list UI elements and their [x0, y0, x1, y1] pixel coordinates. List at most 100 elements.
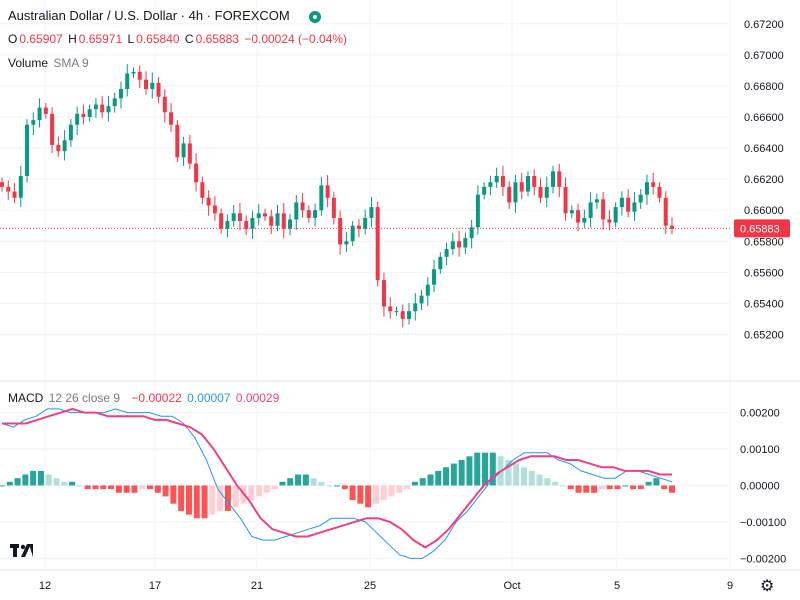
candle: [363, 209, 368, 235]
candle: [62, 130, 67, 161]
candle-body: [576, 210, 581, 223]
candle-body: [37, 107, 42, 121]
candle-body: [356, 225, 361, 229]
candle-body: [175, 124, 180, 158]
macd-hist-bar: [357, 485, 364, 504]
candle-body: [181, 143, 186, 158]
candle-body: [432, 269, 437, 285]
candle-body: [206, 197, 211, 206]
macd-hist-bar: [334, 485, 340, 487]
candle-body: [281, 213, 286, 229]
high-value: 0.65971: [78, 32, 123, 46]
candle: [551, 165, 556, 194]
candle: [450, 232, 455, 255]
candle: [300, 193, 305, 218]
low-value: 0.65840: [136, 32, 180, 46]
candle-body: [613, 207, 618, 223]
candle-body: [169, 112, 174, 125]
price-tick-label: 0.66200: [744, 174, 784, 186]
macd-hist-bar: [162, 485, 169, 497]
candle: [557, 163, 562, 198]
candle-body: [162, 96, 167, 113]
candle-body: [525, 176, 530, 192]
macd-tick-label: −0.00200: [740, 553, 786, 565]
macd-hist-bar: [318, 481, 325, 486]
candle-body: [400, 311, 405, 319]
candle: [106, 95, 111, 122]
candle-body: [425, 284, 430, 296]
macd-hist-bar: [115, 485, 122, 493]
macd-hist-bar: [661, 485, 668, 490]
macd-tick-label: −0.00100: [740, 517, 786, 529]
macd-hist-bar: [474, 452, 481, 486]
time-tick-label: 21: [251, 580, 263, 592]
macd-hist-bar: [482, 452, 489, 486]
candle-body: [551, 171, 556, 187]
candle: [644, 174, 649, 205]
candle: [194, 153, 199, 192]
candle: [269, 209, 274, 235]
candle-body: [482, 186, 487, 195]
price-tick-label: 0.65600: [744, 267, 784, 279]
macd-tick-label: 0.00200: [740, 408, 780, 420]
macd-hist-bar: [123, 485, 130, 493]
settings-gear-icon[interactable]: ⚙: [760, 578, 775, 595]
volume-legend[interactable]: Volume SMA 9: [8, 56, 91, 70]
macd-hist-bar: [404, 485, 411, 490]
time-tick-label: 5: [614, 580, 620, 592]
candle: [444, 242, 449, 266]
candle: [187, 134, 192, 170]
candle-body: [507, 186, 512, 203]
candle-body: [651, 182, 656, 187]
candle: [131, 67, 136, 79]
candle: [344, 231, 349, 252]
macd-hist-bar: [69, 481, 76, 486]
macd-hist-bar: [591, 485, 598, 493]
candle: [25, 119, 30, 183]
macd-legend[interactable]: MACD 12 26 close 9 −0.00022 0.00007 0.00…: [8, 391, 281, 405]
candle-body: [294, 202, 299, 220]
symbol-title[interactable]: Australian Dollar / U.S. Dollar · 4h · F…: [8, 8, 323, 23]
candle: [125, 64, 130, 97]
candle: [482, 182, 487, 200]
candle: [112, 92, 117, 113]
candle-body: [256, 213, 261, 218]
time-tick-label: 25: [364, 580, 376, 592]
candle-body: [375, 207, 380, 281]
candle: [457, 231, 462, 257]
candle: [244, 215, 249, 236]
candle-body: [638, 194, 643, 203]
candle: [356, 219, 361, 238]
candle: [463, 232, 468, 254]
candle-body: [125, 73, 130, 90]
candle: [43, 102, 48, 119]
tradingview-logo-icon[interactable]: [10, 542, 36, 562]
candle-body: [607, 219, 612, 223]
candle-body: [269, 216, 274, 226]
macd-hist-bar: [37, 470, 44, 486]
candle-body: [250, 217, 255, 229]
candles-group: [0, 64, 674, 328]
macd-hist-bar: [100, 485, 107, 490]
macd-hist-bar: [302, 474, 309, 486]
candle: [0, 177, 4, 192]
candle-body: [394, 311, 399, 313]
candle-body: [200, 182, 205, 198]
candle: [438, 252, 443, 274]
macd-signal-value: 0.00029: [235, 391, 280, 405]
candle: [212, 196, 217, 221]
macd-hist-bar: [22, 474, 29, 486]
candle: [237, 203, 242, 231]
low-label: L: [127, 32, 135, 46]
candle-body: [438, 256, 443, 270]
candle-body: [56, 144, 61, 152]
candle-body: [93, 104, 98, 110]
macd-hist-bar: [614, 485, 621, 490]
price-tick-label: 0.67000: [744, 50, 784, 62]
candle-body: [194, 163, 199, 183]
candle-body: [81, 113, 86, 117]
candle-body: [338, 217, 343, 245]
macd-line: [1, 408, 673, 559]
macd-hist-bar: [536, 474, 543, 486]
